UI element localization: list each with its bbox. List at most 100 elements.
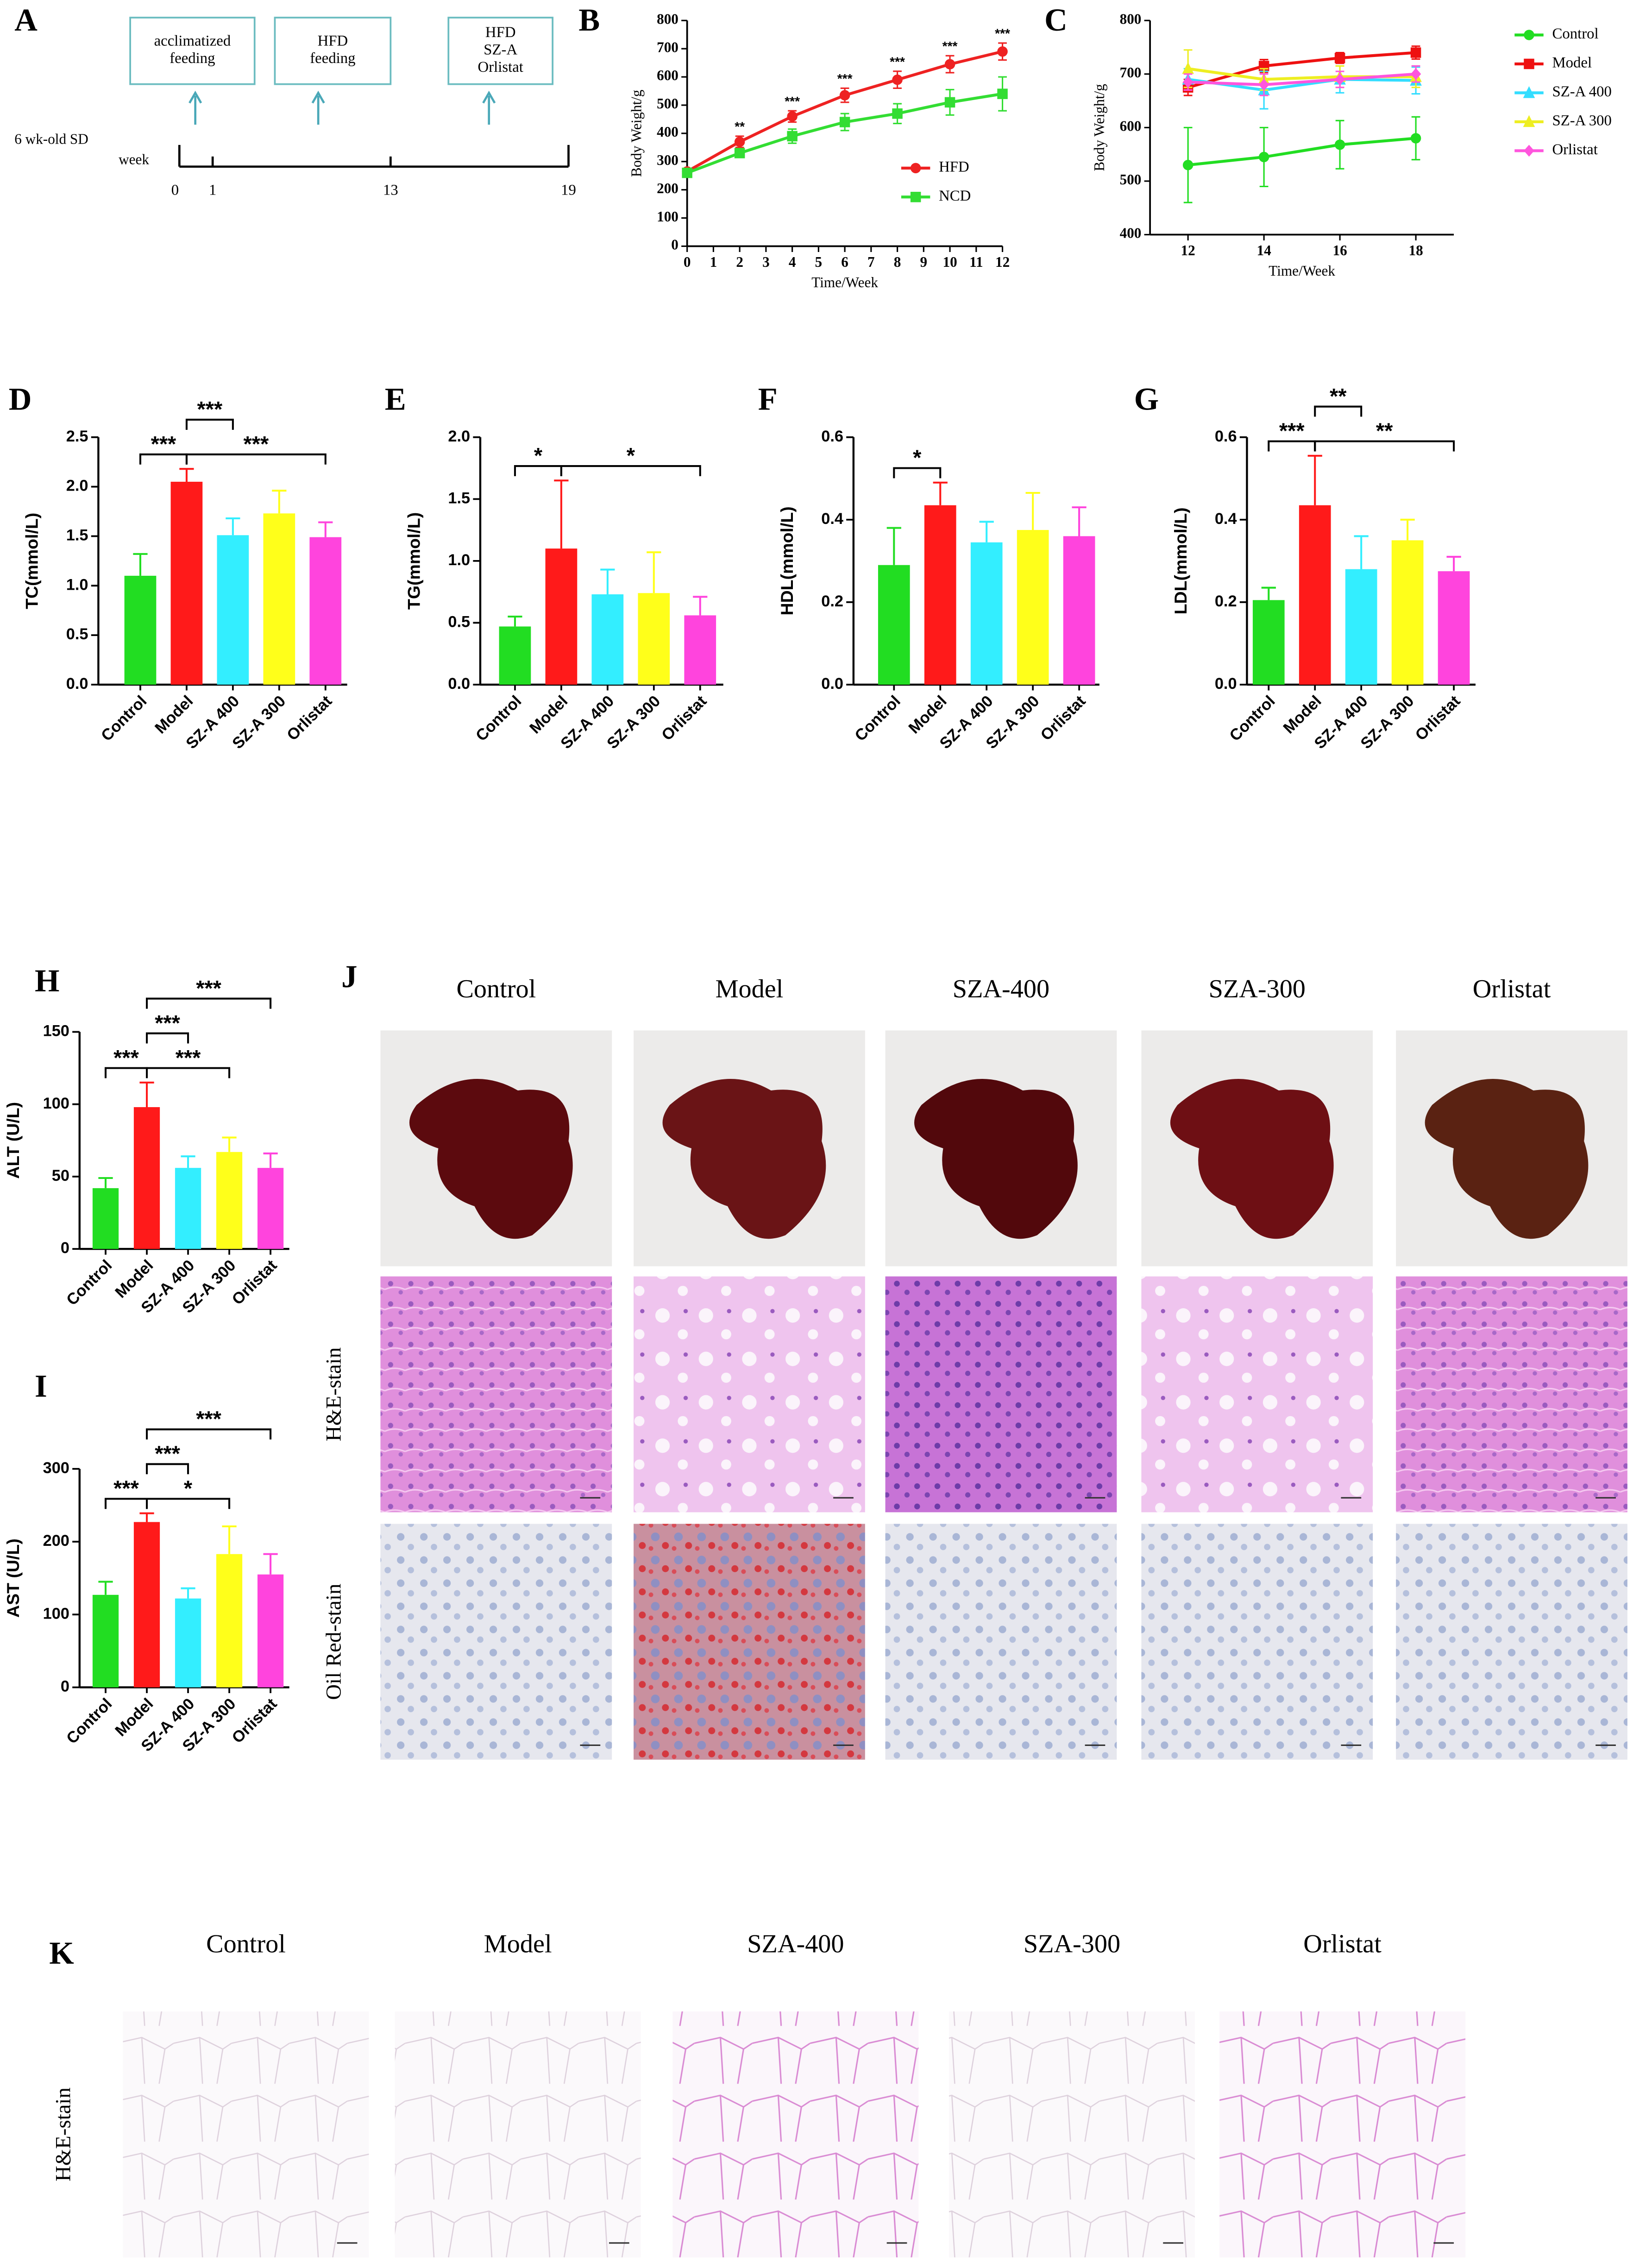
micrograph <box>1141 1276 1373 1512</box>
y-axis-label: LDL(mmol/L) <box>1171 507 1190 614</box>
stage-label: HFD <box>485 24 516 41</box>
marker <box>839 117 850 127</box>
arrow-head <box>311 90 325 104</box>
y-axis-label: TC(mmol/L) <box>22 513 42 609</box>
y-tick-label: 400 <box>657 124 678 140</box>
significance: * <box>627 444 635 468</box>
micrograph <box>123 2011 369 2258</box>
significance: *** <box>244 432 269 456</box>
legend-marker <box>1523 86 1535 98</box>
column-label: Model <box>716 975 784 1003</box>
series-line <box>1188 72 1416 87</box>
y-tick-label: 0 <box>671 237 678 253</box>
y-tick-label: 100 <box>43 1095 69 1112</box>
panel-letter: K <box>49 1935 74 1971</box>
liver <box>662 1079 826 1239</box>
bar <box>217 535 249 685</box>
y-tick-label: 0.0 <box>1215 675 1237 693</box>
y-tick-label: 200 <box>657 180 678 196</box>
y-axis-label: TG(mmol/L) <box>404 512 423 610</box>
y-tick-label: 1.0 <box>66 576 88 593</box>
bar <box>1345 569 1377 685</box>
column-label: SZA-400 <box>953 975 1049 1003</box>
marker <box>997 88 1008 99</box>
marker <box>1258 79 1269 91</box>
legend-marker <box>1524 30 1534 40</box>
significance: *** <box>837 71 853 86</box>
x-tick-label: Control <box>63 1695 115 1747</box>
axis-label: week <box>119 151 149 167</box>
marker <box>1258 151 1269 163</box>
panel-letter: J <box>341 959 357 994</box>
liver <box>409 1079 573 1239</box>
y-tick-label: 150 <box>43 1022 69 1040</box>
row-label: Oil Red-stain <box>321 1584 345 1700</box>
error-bar <box>1446 555 1461 572</box>
x-axis-label: Time/Week <box>1269 263 1335 279</box>
marker <box>1334 52 1345 63</box>
bar <box>1252 600 1285 685</box>
y-tick-label: 300 <box>657 152 678 168</box>
bar <box>263 513 295 685</box>
x-tick-label: Orlistat <box>1037 692 1089 744</box>
y-tick-label: 800 <box>1120 11 1142 27</box>
error-bar <box>933 481 948 505</box>
micrograph <box>672 2011 919 2258</box>
significance: *** <box>197 397 223 422</box>
error-bar <box>1025 491 1040 530</box>
x-tick-label: 2 <box>736 254 743 270</box>
y-tick-label: 1.5 <box>66 527 88 544</box>
bar <box>216 1152 243 1249</box>
x-axis-label: Time/Week <box>811 274 878 290</box>
bar <box>1063 536 1095 685</box>
error-bar <box>181 1155 195 1168</box>
panel-letter: I <box>35 1368 47 1404</box>
marker <box>997 46 1008 57</box>
y-tick-label: 2.0 <box>66 477 88 495</box>
bar <box>591 594 624 685</box>
bracket <box>1314 440 1455 452</box>
error-bar <box>222 1525 237 1554</box>
y-tick-label: 0.5 <box>448 613 470 630</box>
x-tick-label: 7 <box>867 254 875 270</box>
error-bar <box>272 490 287 514</box>
y-axis-label: AST (U/L) <box>3 1538 23 1618</box>
legend-marker <box>1523 115 1535 127</box>
x-tick-label: 9 <box>920 254 928 270</box>
micrograph <box>1396 1524 1627 1760</box>
y-tick-label: 0.6 <box>821 428 843 445</box>
significance: *** <box>942 39 958 53</box>
legend-label: NCD <box>939 188 971 204</box>
y-tick-label: 0.0 <box>448 675 470 693</box>
y-tick-label: 50 <box>52 1167 69 1185</box>
micrograph <box>1396 1276 1627 1512</box>
y-tick-label: 300 <box>43 1459 69 1477</box>
panel-letter: C <box>1044 2 1068 38</box>
bracket <box>1314 405 1363 417</box>
x-tick-label: Control <box>98 692 150 744</box>
column-label: SZA-300 <box>1024 1929 1120 1958</box>
stage-label: SZ-A <box>484 41 517 58</box>
marker <box>787 131 798 142</box>
error-bar <box>1261 586 1276 600</box>
marker <box>944 59 955 69</box>
significance: *** <box>785 94 800 108</box>
error-bar <box>226 517 240 536</box>
bracket <box>185 418 234 430</box>
legend-label: HFD <box>939 158 969 175</box>
error-bar <box>263 1152 278 1168</box>
x-tick-label: Control <box>1226 692 1279 744</box>
bar <box>133 1107 160 1249</box>
panel-letter: G <box>1134 382 1159 417</box>
error-bar <box>886 527 901 565</box>
bracket <box>146 1032 189 1044</box>
y-tick-label: 400 <box>1120 225 1142 241</box>
series-line <box>1187 137 1416 167</box>
significance: * <box>913 446 922 470</box>
column-label: SZA-300 <box>1209 975 1306 1003</box>
bar <box>1017 530 1049 685</box>
bar <box>1299 505 1331 685</box>
marker <box>682 167 692 178</box>
micrograph <box>1219 2011 1466 2258</box>
y-axis-label: Body Weight/g <box>628 89 645 177</box>
